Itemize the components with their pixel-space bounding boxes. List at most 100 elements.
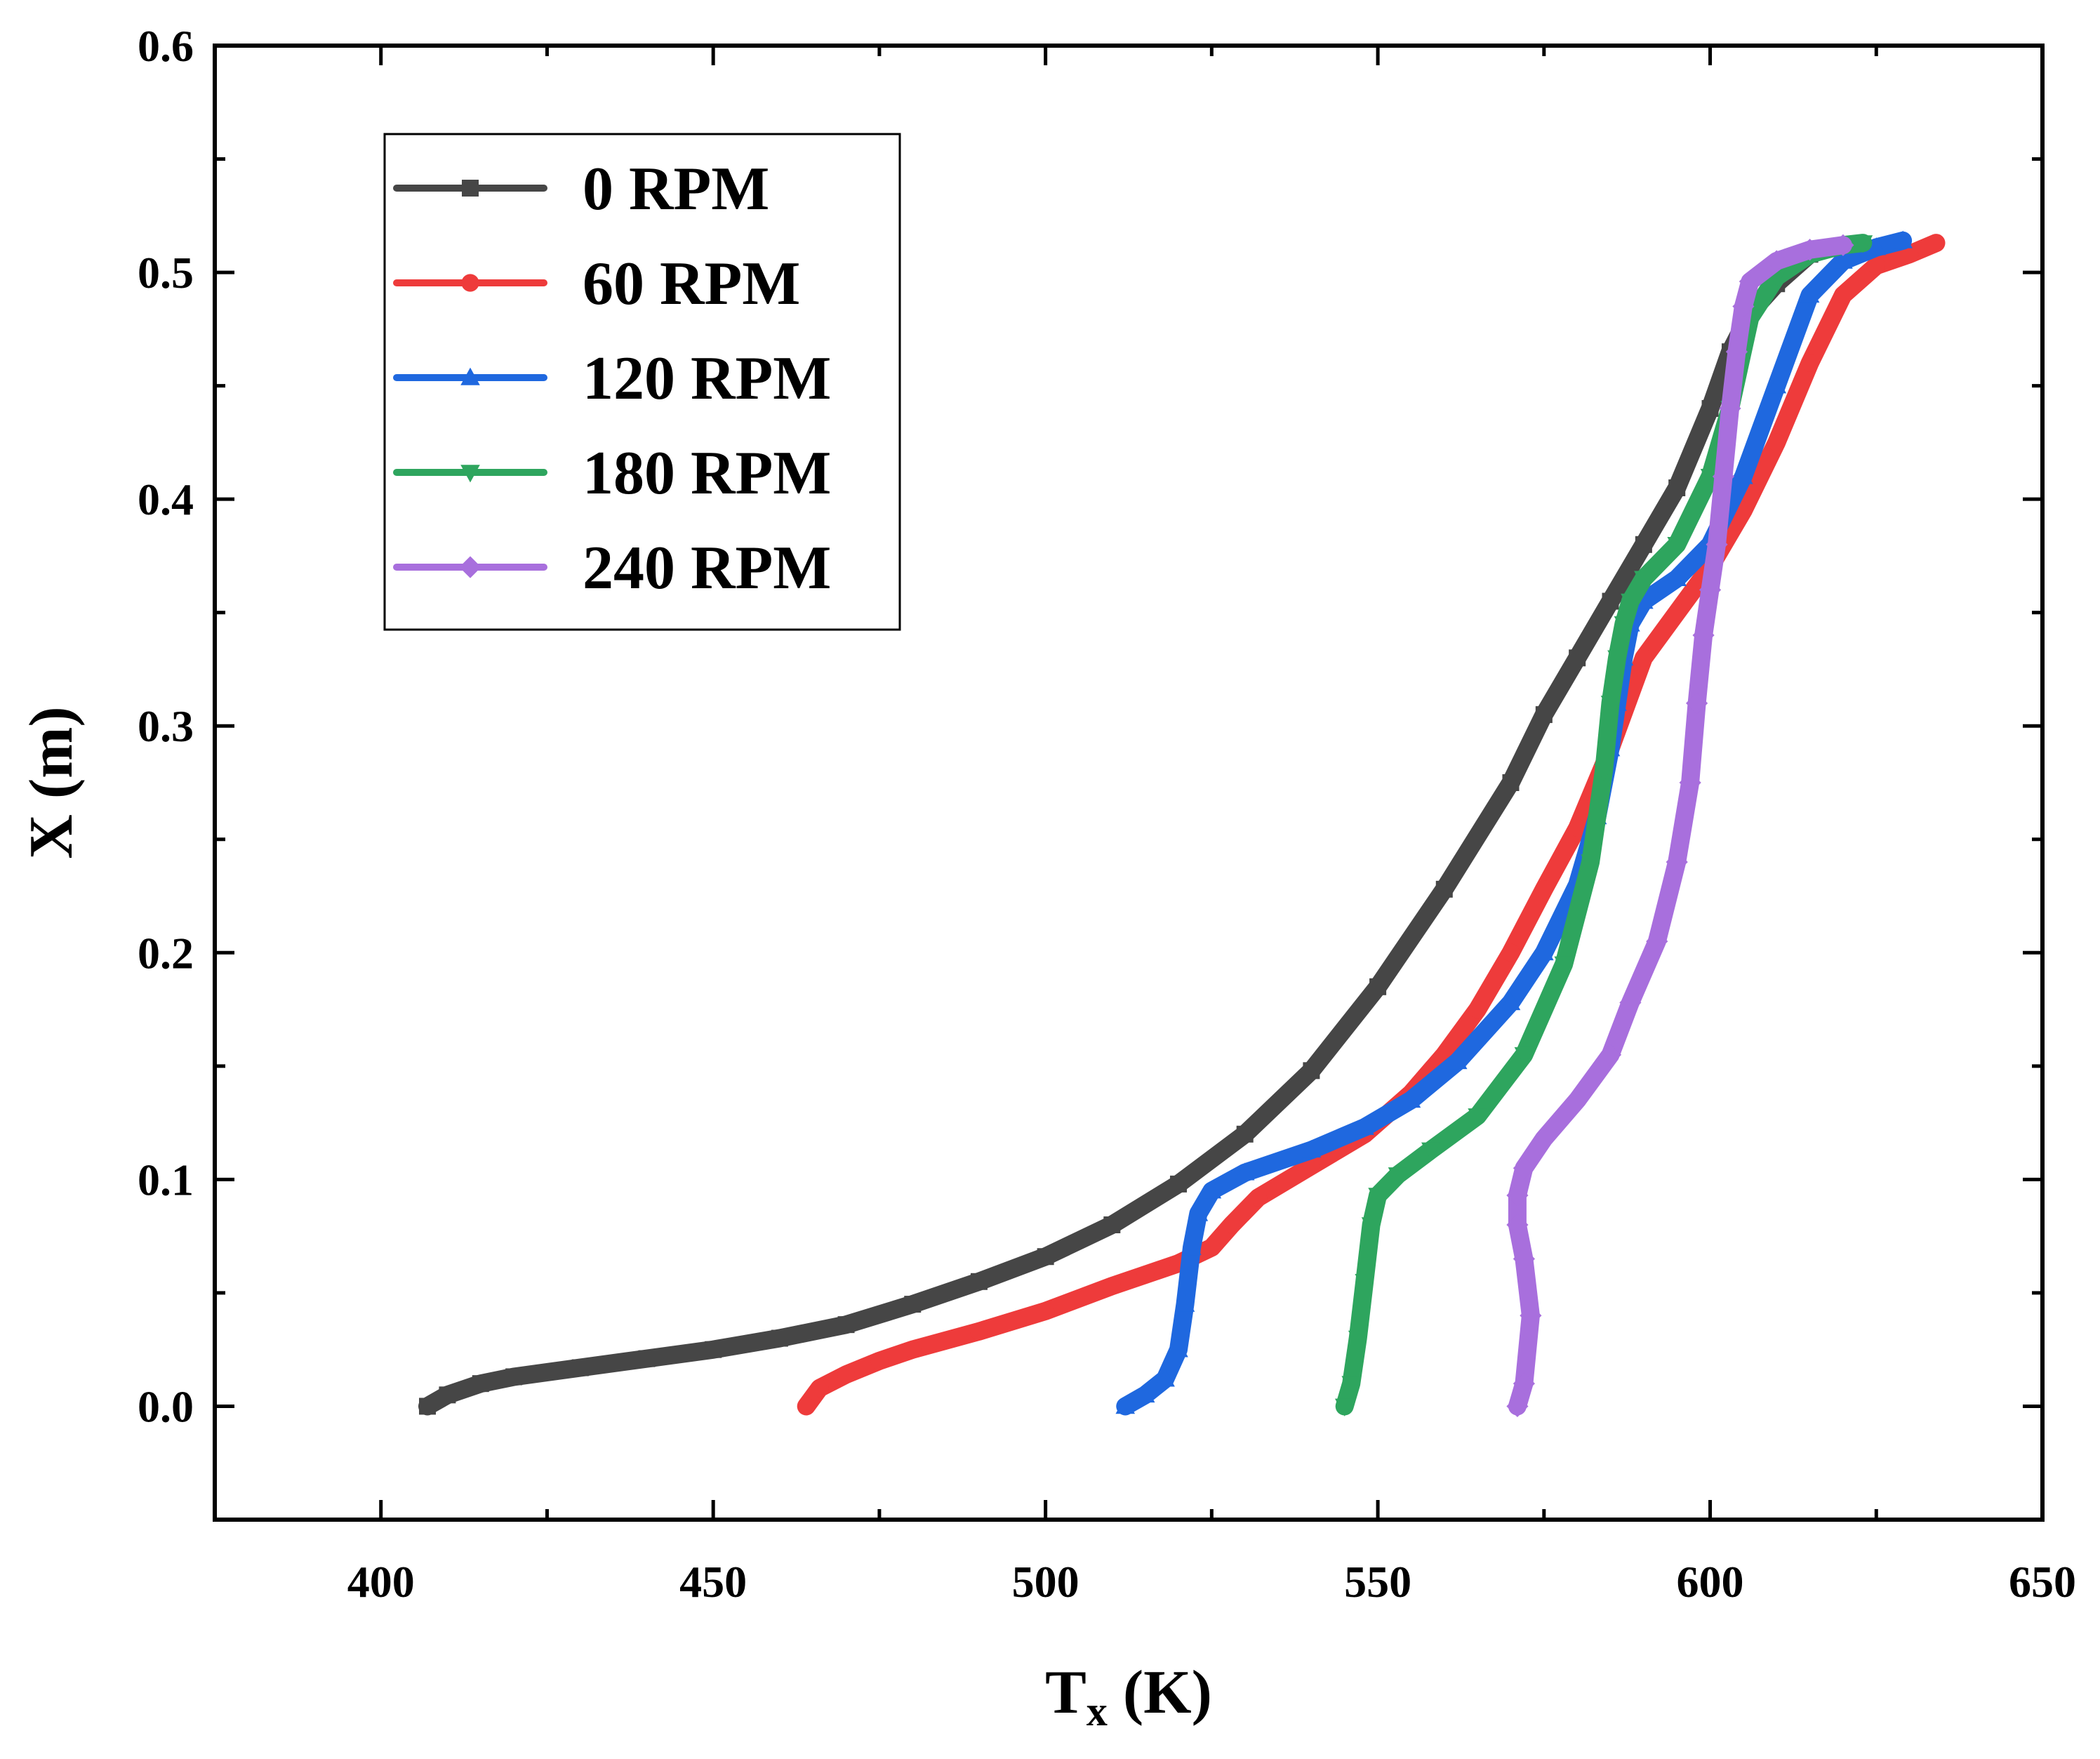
data-point bbox=[1401, 1089, 1421, 1108]
data-point bbox=[439, 1386, 456, 1404]
data-point bbox=[1535, 880, 1553, 898]
data-point bbox=[1388, 1167, 1408, 1186]
data-point bbox=[1513, 1247, 1536, 1270]
legend-item: 120 RPM bbox=[393, 345, 831, 413]
y-tick-label: 0.0 bbox=[138, 1381, 194, 1431]
data-point bbox=[1621, 593, 1640, 611]
data-point bbox=[1607, 650, 1627, 668]
data-point bbox=[1506, 1184, 1529, 1207]
data-point bbox=[1182, 1237, 1202, 1256]
data-point bbox=[705, 1341, 722, 1358]
data-point bbox=[1893, 230, 1913, 248]
x-tick-label: 600 bbox=[1677, 1557, 1744, 1607]
data-point bbox=[1732, 295, 1755, 318]
data-point bbox=[571, 1359, 589, 1376]
data-point bbox=[1302, 1157, 1320, 1175]
data-point bbox=[1686, 692, 1708, 715]
data-point bbox=[1506, 1214, 1529, 1236]
data-point bbox=[1679, 771, 1701, 794]
data-point bbox=[1514, 1047, 1534, 1066]
data-point bbox=[419, 1398, 437, 1415]
legend-label: 60 RPM bbox=[583, 250, 800, 318]
data-point bbox=[1602, 592, 1619, 610]
data-point bbox=[1739, 270, 1761, 293]
data-point bbox=[811, 1379, 829, 1398]
data-point bbox=[1767, 433, 1786, 451]
data-point bbox=[1765, 250, 1788, 272]
x-tick-label: 550 bbox=[1344, 1557, 1411, 1607]
data-point bbox=[1927, 234, 1946, 252]
data-point bbox=[1103, 1277, 1121, 1295]
data-point bbox=[1334, 1398, 1355, 1416]
data-point bbox=[903, 1341, 922, 1359]
legend-item: 180 RPM bbox=[393, 439, 831, 507]
data-point bbox=[1136, 1266, 1155, 1284]
y-tick-label: 0.2 bbox=[138, 928, 194, 978]
data-point bbox=[1614, 616, 1634, 635]
legend: 0 RPM 60 RPM 120 RPM 180 RPM 240 RPM bbox=[383, 133, 901, 631]
data-point bbox=[1619, 991, 1642, 1014]
data-point bbox=[1135, 1384, 1155, 1403]
data-point bbox=[1368, 1188, 1388, 1206]
legend-label: 0 RPM bbox=[583, 155, 769, 223]
legend-swatch-marker bbox=[460, 465, 480, 483]
data-point bbox=[1534, 942, 1554, 961]
data-point bbox=[1866, 237, 1887, 255]
y-tick-label: 0.5 bbox=[138, 248, 194, 298]
data-point bbox=[1667, 536, 1687, 555]
data-point bbox=[1502, 774, 1520, 791]
data-point bbox=[505, 1368, 523, 1386]
data-point bbox=[1513, 1372, 1536, 1395]
data-point bbox=[1568, 819, 1586, 837]
legend-label: 180 RPM bbox=[583, 439, 831, 507]
data-point bbox=[1832, 234, 1854, 256]
data-point bbox=[904, 1296, 922, 1313]
data-point bbox=[1706, 533, 1728, 556]
x-tick-label: 650 bbox=[2009, 1557, 2076, 1607]
data-point bbox=[797, 1397, 816, 1416]
data-point bbox=[1115, 1396, 1136, 1414]
x-axis-title-unit: (K) bbox=[1108, 1659, 1212, 1727]
data-point bbox=[1666, 851, 1688, 873]
legend-label: 120 RPM bbox=[583, 345, 831, 413]
data-point bbox=[1901, 245, 1919, 263]
data-point bbox=[1533, 1127, 1555, 1150]
data-point bbox=[1853, 235, 1873, 253]
x-tick-label: 500 bbox=[1012, 1557, 1079, 1607]
data-point bbox=[1355, 1273, 1374, 1292]
data-point bbox=[1235, 1162, 1255, 1181]
data-point bbox=[1501, 943, 1520, 962]
data-point bbox=[1600, 696, 1621, 714]
data-point bbox=[1236, 1125, 1254, 1143]
y-tick-label: 0.6 bbox=[138, 21, 194, 71]
data-point bbox=[1169, 1339, 1188, 1358]
legend-swatch-marker bbox=[462, 180, 479, 197]
data-point bbox=[1447, 1051, 1468, 1070]
data-point bbox=[771, 1329, 788, 1347]
data-point bbox=[1692, 624, 1715, 646]
series-240-rpm bbox=[1506, 234, 1854, 1418]
data-point bbox=[1348, 1330, 1368, 1348]
data-point bbox=[1798, 239, 1821, 261]
data-point bbox=[1725, 340, 1748, 363]
data-point bbox=[1303, 1062, 1320, 1080]
data-point bbox=[1833, 251, 1853, 269]
data-point bbox=[1468, 1108, 1487, 1127]
legend-swatch-marker bbox=[461, 274, 479, 292]
data-point bbox=[1103, 1216, 1121, 1233]
data-point bbox=[1634, 571, 1654, 589]
data-point bbox=[1712, 465, 1735, 488]
y-tick-label: 0.4 bbox=[138, 474, 194, 524]
legend-item: 240 RPM bbox=[393, 534, 831, 602]
data-point bbox=[1421, 1142, 1441, 1160]
data-point bbox=[1170, 1175, 1188, 1193]
data-point bbox=[1341, 1376, 1362, 1394]
data-point bbox=[1202, 1181, 1222, 1199]
data-point bbox=[1594, 764, 1614, 782]
y-axis-title: X (m) bbox=[18, 706, 86, 858]
data-point bbox=[1635, 536, 1652, 553]
data-point bbox=[1520, 1304, 1542, 1327]
series-60-rpm bbox=[797, 234, 1946, 1416]
data-point bbox=[1155, 1369, 1175, 1387]
series-line bbox=[797, 234, 1946, 1416]
